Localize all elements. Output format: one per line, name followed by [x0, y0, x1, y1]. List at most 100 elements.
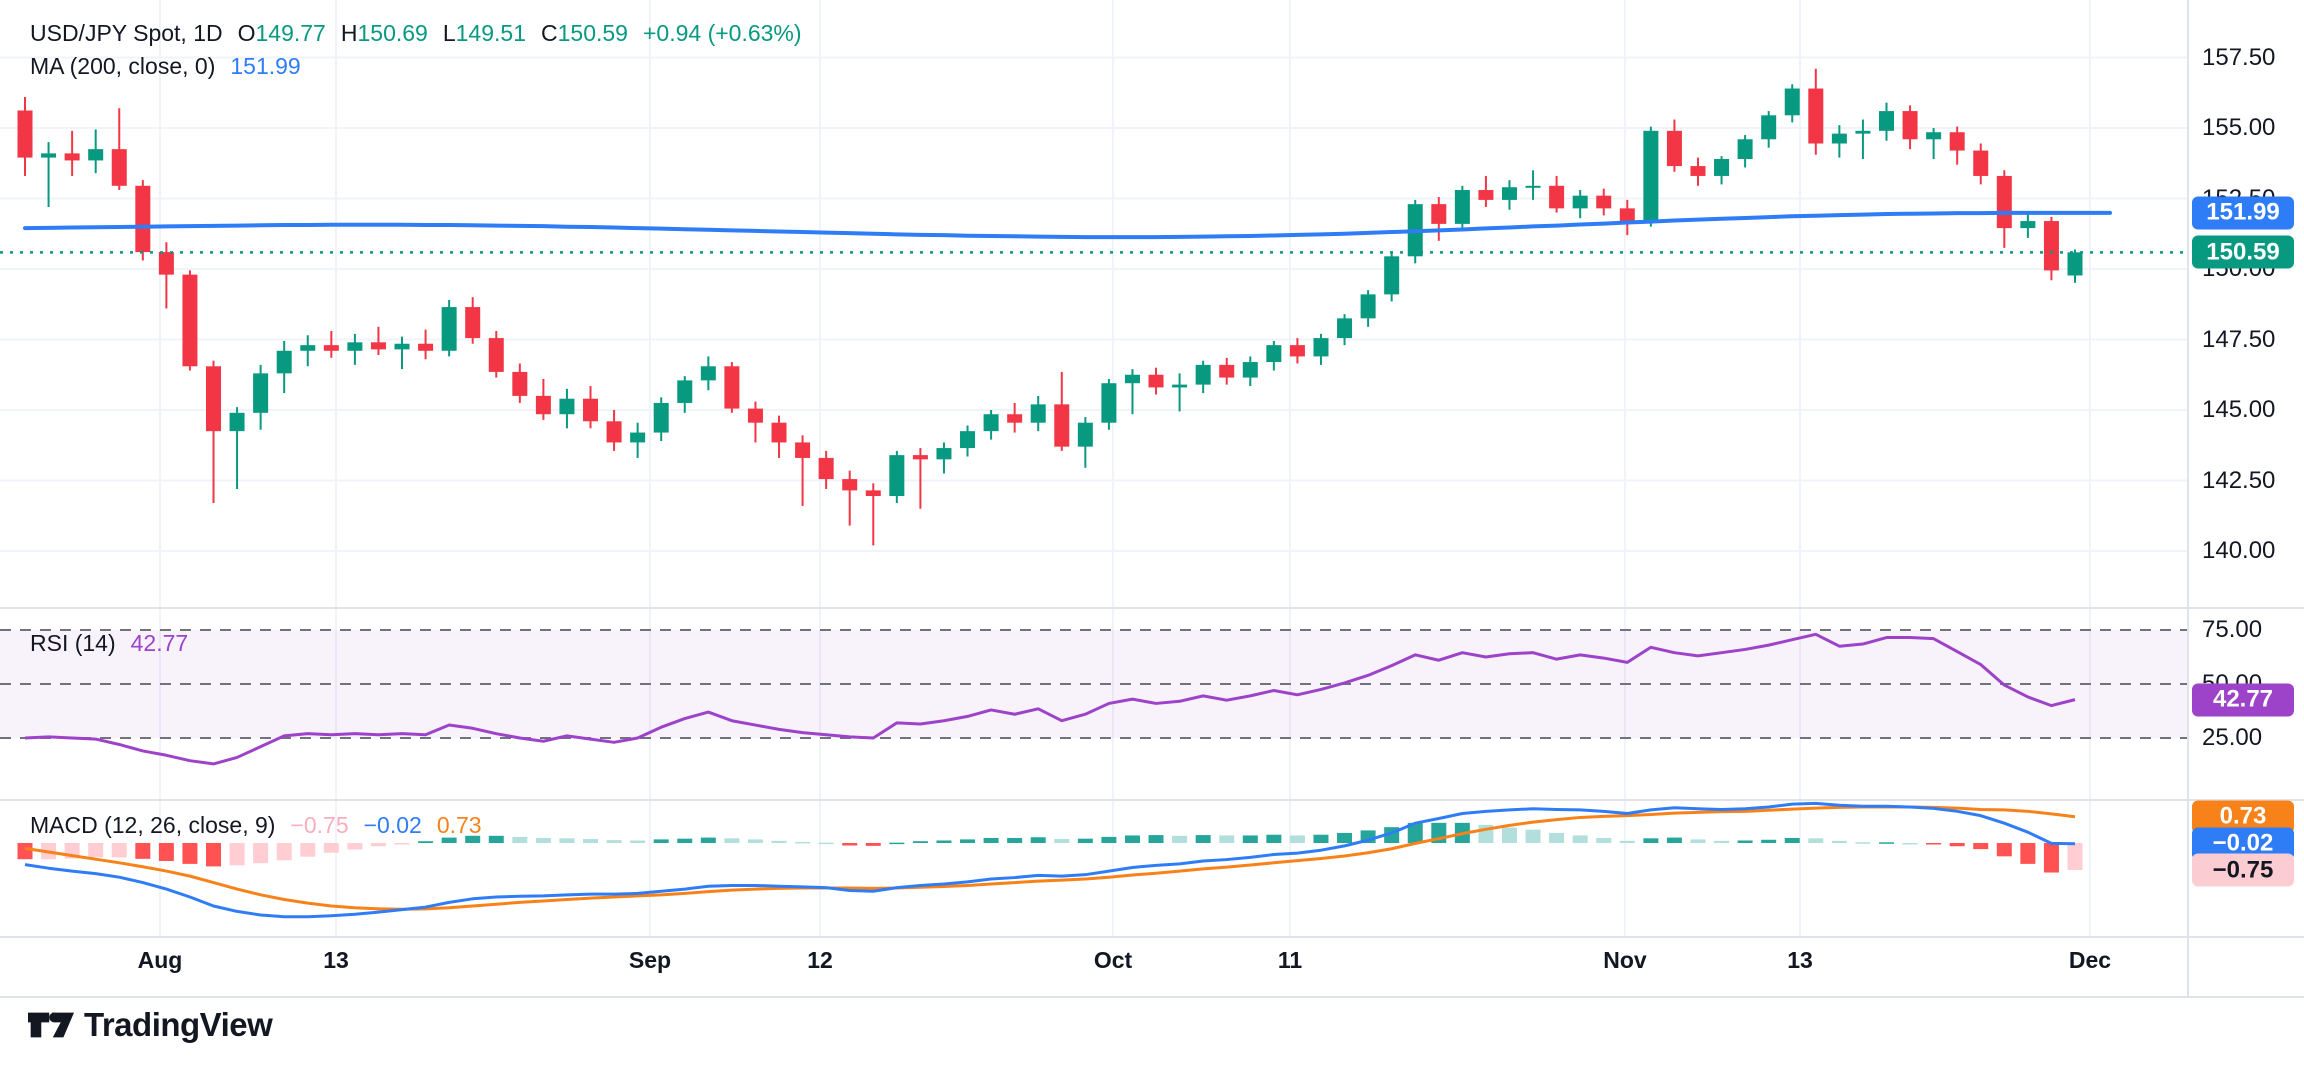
macd-hist-bar [323, 843, 339, 853]
candle-body [795, 442, 811, 458]
candle-body [559, 398, 575, 415]
macd-hist-bar [1973, 843, 1989, 850]
macd-hist-bar [347, 843, 363, 850]
rsi-tick-label: 25.00 [2202, 724, 2263, 751]
candle-body [1690, 166, 1706, 176]
candle-body [1266, 345, 1282, 363]
candle-body [465, 307, 481, 339]
rsi-tick-label: 75.00 [2202, 616, 2263, 643]
ohlc-high-value: 150.69 [357, 20, 428, 46]
candle-body [1431, 204, 1447, 224]
candle-body [1831, 133, 1847, 144]
ohlc-open-value: 149.77 [255, 20, 326, 46]
candle-body [1219, 364, 1235, 378]
macd-hist-bar [1996, 843, 2012, 857]
rsi-legend: RSI (14) 42.77 [30, 630, 188, 657]
macd-hist-bar [2067, 843, 2083, 870]
macd-hist-bar [1407, 822, 1423, 843]
candle-body [1549, 185, 1565, 209]
price-scale[interactable]: 157.50155.00152.50150.00147.50145.00142.… [2190, 0, 2304, 997]
time-scale[interactable]: Aug 13 Sep 12 Oct 11 Nov 13 Dec [0, 937, 2188, 997]
macd-hist-bar [535, 837, 551, 843]
macd-hist-bar [936, 840, 952, 843]
rsi-value-badge: 42.77 [2192, 683, 2294, 717]
tradingview-logo[interactable]: TradingView [28, 1006, 273, 1044]
macd-hist-bar [1714, 840, 1730, 843]
macd-hist-bar [1007, 837, 1023, 843]
candle-body [818, 457, 834, 480]
candle-body [1996, 175, 2012, 229]
candle-body [1501, 187, 1517, 200]
macd-hist-bar [842, 843, 858, 846]
macd-hist-bar [795, 841, 811, 844]
candle-body [276, 350, 292, 374]
candle-body [1478, 190, 1494, 200]
candle-body [1289, 345, 1305, 357]
candle-body [771, 422, 787, 443]
macd-hist-bar [229, 843, 245, 866]
macd-hist-bar [1761, 839, 1777, 843]
candle-body [677, 380, 693, 403]
price-tick-label: 147.50 [2202, 325, 2276, 353]
macd-signal-line [24, 805, 2076, 911]
candle-body [1619, 208, 1635, 223]
candle-body [1124, 374, 1140, 384]
macd-hist-bar [135, 843, 151, 859]
price-tick-label: 157.50 [2202, 43, 2276, 71]
symbol-title: USD/JPY Spot, 1D [30, 20, 223, 46]
price-tick-label: 145.00 [2202, 396, 2276, 423]
macd-hist-bar [818, 842, 834, 845]
symbol-legend: USD/JPY Spot, 1D O 149.77 H 150.69 L 149… [30, 20, 802, 47]
macd-hist-bar [700, 837, 716, 843]
ma-value: 151.99 [230, 53, 301, 79]
macd-hist-bar [1831, 840, 1847, 843]
candle-body [2020, 221, 2036, 229]
candle-body [17, 110, 33, 158]
macd-hist-bar [747, 839, 763, 843]
price-tick-label: 142.50 [2202, 466, 2276, 494]
macd-hist-bar [1124, 835, 1140, 843]
candle-body [394, 343, 410, 350]
candle-body [370, 342, 386, 350]
macd-hist-bar [724, 838, 740, 843]
ma-price-badge: 151.99 [2192, 196, 2294, 230]
macd-hist-bar [2043, 843, 2059, 873]
macd-hist-bar [1101, 836, 1117, 843]
candle-body [1902, 111, 1918, 140]
candle-body [488, 338, 504, 372]
macd-hist-bar [1030, 837, 1046, 843]
macd-hist-bar [2020, 843, 2036, 864]
candle-body [418, 343, 434, 351]
macd-hist-bar [630, 840, 646, 843]
macd-hist-bar [394, 843, 410, 845]
candle-body [1714, 159, 1730, 176]
ohlc-close-label: C [541, 20, 558, 46]
candle-body [1077, 422, 1093, 447]
candle-body [64, 153, 80, 161]
candle-body [1808, 88, 1824, 144]
ohlc-high-label: H [340, 20, 358, 46]
candle-body [1242, 362, 1258, 378]
candle-body [1973, 150, 1989, 176]
candle-body [2067, 252, 2083, 276]
candle-body [630, 432, 646, 443]
candle-body [1030, 404, 1046, 423]
time-tick-label: Nov [1603, 947, 1647, 973]
macd-hist-bar [88, 843, 104, 858]
macd-hist-bar [441, 837, 457, 843]
candle-body [535, 395, 551, 415]
macd-hist-bar [1572, 835, 1588, 843]
candle-body [1737, 139, 1753, 160]
candle-body [1525, 185, 1541, 188]
macd-hist-bar [1784, 837, 1800, 843]
macd-hist-bar [1313, 834, 1329, 843]
macd-hist-bar [912, 841, 928, 843]
macd-hist-bar [1289, 835, 1305, 843]
ma200-line [23, 210, 2112, 240]
candle-body [229, 412, 245, 432]
candle-body [158, 252, 174, 275]
candle-body [1172, 384, 1188, 388]
candle-body [1360, 294, 1376, 319]
macd-legend: MACD (12, 26, close, 9) −0.75 −0.02 0.73 [30, 812, 482, 839]
